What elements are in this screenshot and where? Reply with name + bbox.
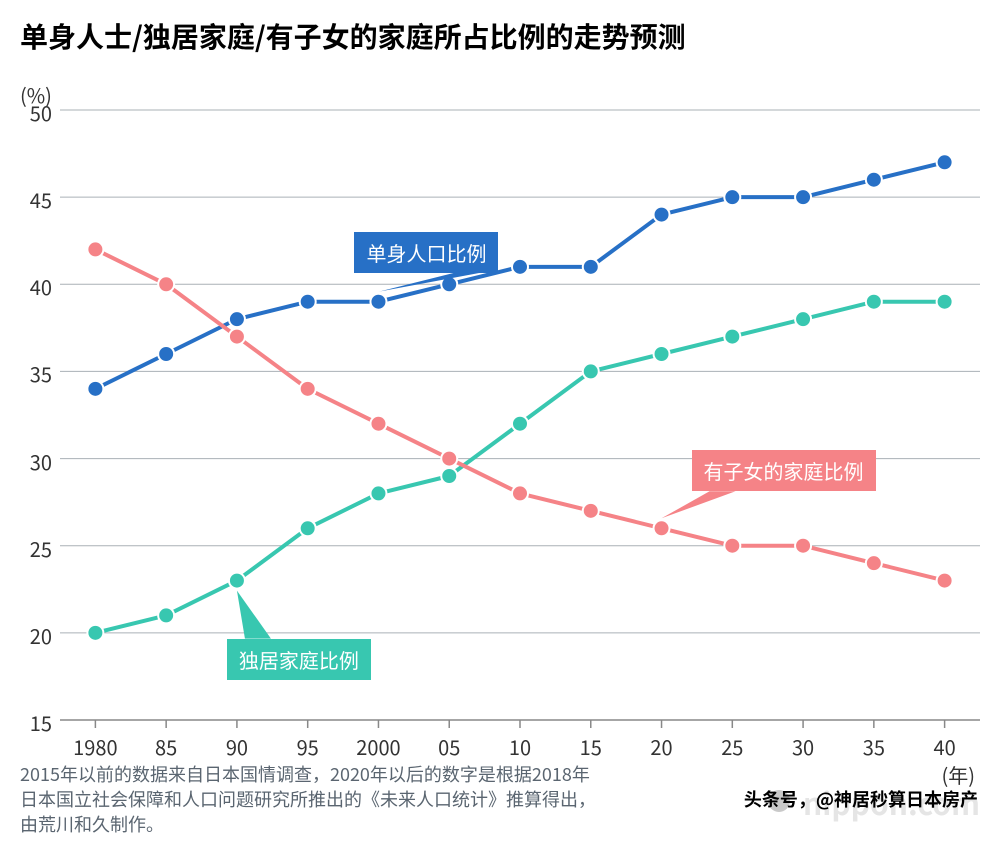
footnote-line2: 日本国立社会保障和人口问题研究所推出的《未来人口统计》推算得出， xyxy=(20,786,596,812)
y-tick-label: 35 xyxy=(12,359,52,388)
x-tick-label: 95 xyxy=(297,732,319,761)
chart-container: 单身人士/独居家庭/有子女的家庭所占比例的走势预测 (%) 1520253035… xyxy=(0,0,1000,856)
y-tick-label: 30 xyxy=(12,447,52,476)
x-tick-label: 10 xyxy=(509,732,531,761)
footnote-line3: 由荒川和久制作。 xyxy=(20,811,164,837)
x-tick-label: 2000 xyxy=(356,732,400,761)
series-callout-single_household: 独居家庭比例 xyxy=(227,639,371,680)
y-tick-label: 25 xyxy=(12,534,52,563)
x-tick-label: 1980 xyxy=(73,732,117,761)
y-tick-label: 15 xyxy=(12,708,52,737)
x-tick-label: 25 xyxy=(721,732,743,761)
x-tick-label: 15 xyxy=(580,732,602,761)
footnote: 2015年以前的数据来自日本国情调查，2020年以后的数字是根据2018年 日本… xyxy=(20,762,596,838)
x-tick-label: 30 xyxy=(792,732,814,761)
x-tick-label: 85 xyxy=(155,732,177,761)
y-tick-label: 20 xyxy=(12,621,52,650)
x-tick-label: 40 xyxy=(934,732,956,761)
chart-svg xyxy=(0,0,1000,856)
footnote-line1: 2015年以前的数据来自日本国情调查，2020年以后的数字是根据2018年 xyxy=(20,761,590,787)
x-tick-label: 90 xyxy=(226,732,248,761)
series-callout-single_population: 单身人口比例 xyxy=(354,232,498,273)
x-tick-label: 20 xyxy=(650,732,672,761)
y-tick-label: 40 xyxy=(12,272,52,301)
x-tick-label: 05 xyxy=(438,732,460,761)
y-tick-label: 50 xyxy=(12,98,52,127)
series-callout-family_with_children: 有子女的家庭比例 xyxy=(692,450,876,491)
watermark-text: 头条号，@神居秒算日本房产 xyxy=(744,786,978,812)
y-tick-label: 45 xyxy=(12,185,52,214)
x-tick-label: 35 xyxy=(863,732,885,761)
